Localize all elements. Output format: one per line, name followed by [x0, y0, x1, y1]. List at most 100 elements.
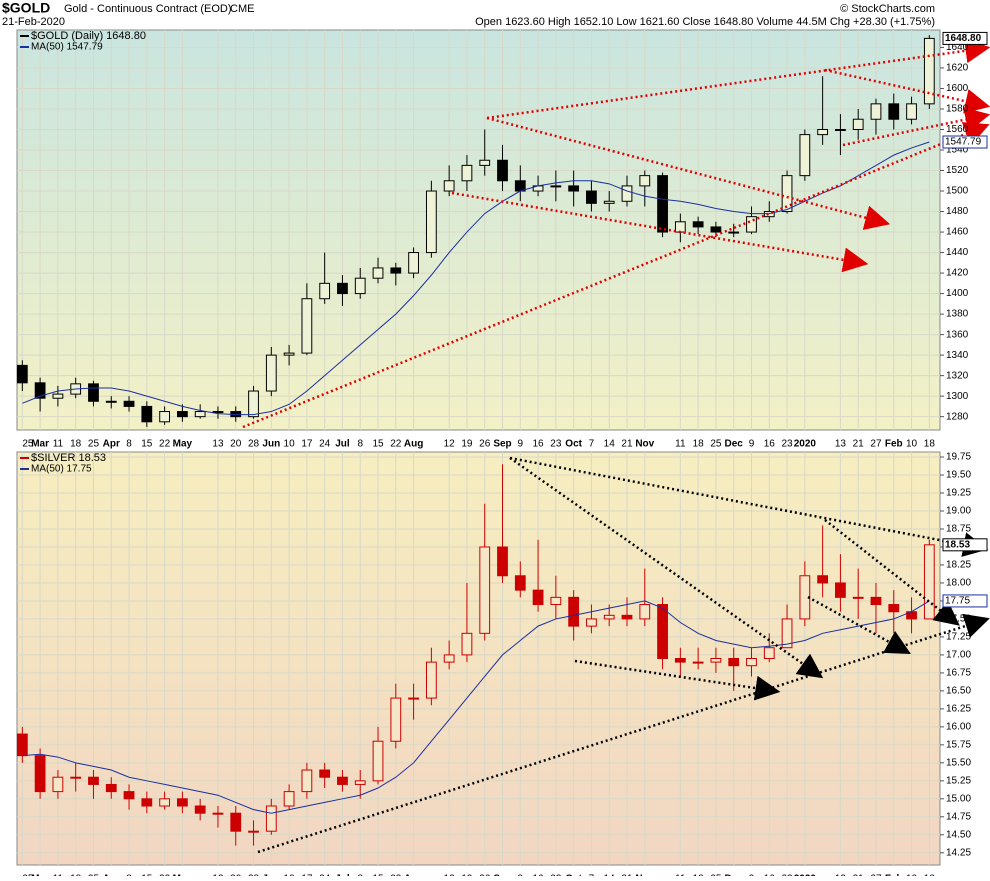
y-tick-label: 1640: [946, 42, 969, 53]
last-ma-label: 17.75: [945, 596, 970, 607]
candle-body: [674, 221, 686, 233]
y-tick-label: 18.25: [946, 560, 971, 571]
candle-body: [586, 618, 597, 627]
y-tick-label: 1340: [946, 350, 969, 361]
trendline: [486, 116, 891, 230]
candle-body: [425, 190, 437, 254]
y-tick-label: 1600: [946, 83, 969, 94]
y-tick-label: 1560: [946, 124, 969, 135]
candle-body: [923, 37, 935, 105]
y-tick-label: 16.50: [946, 686, 971, 697]
legend-label: $SILVER 18.53: [31, 452, 106, 464]
candle-body: [390, 697, 402, 742]
candle-body: [550, 596, 562, 606]
candle-body: [248, 830, 259, 833]
x-tick-label: Aug: [404, 439, 423, 450]
y-tick-label: 19.75: [946, 452, 971, 463]
candle-body: [906, 103, 917, 120]
x-tick-label: Apr: [103, 439, 120, 450]
y-tick-label: 1500: [946, 186, 969, 197]
candle-body: [799, 134, 811, 177]
x-tick-label: 7: [589, 439, 595, 450]
candle-body: [408, 252, 419, 274]
candle-body: [230, 812, 242, 832]
candle-body: [639, 604, 651, 620]
x-tick-label: 26: [479, 439, 491, 450]
x-tick-label: 10: [906, 439, 918, 450]
y-tick-label: 15.75: [946, 739, 971, 750]
y-tick-label: 1400: [946, 288, 969, 299]
candle-body: [550, 185, 562, 188]
trendline: [509, 456, 989, 557]
candle-body: [870, 596, 882, 606]
x-tick-label: 22: [390, 439, 402, 450]
x-tick-label: 8: [357, 439, 363, 450]
candle-body: [194, 805, 206, 814]
y-tick-label: 1460: [946, 227, 969, 238]
candle-body: [443, 180, 455, 192]
candle-body: [586, 190, 597, 204]
x-tick-label: 18: [924, 439, 936, 450]
x-tick-label: 12: [444, 439, 456, 450]
date: 21-Feb-2020: [2, 16, 65, 28]
x-tick-label: 11: [675, 439, 686, 450]
candle-body: [710, 658, 722, 663]
candle-body: [16, 733, 28, 757]
candle-body: [52, 776, 64, 793]
x-tick-label: 2020: [794, 439, 817, 450]
y-tick-label: 15.25: [946, 775, 971, 786]
candle-body: [603, 614, 615, 620]
y-tick-label: 1540: [946, 145, 969, 156]
candle-body: [265, 354, 277, 392]
y-tick-label: 1420: [946, 268, 969, 279]
candle-body: [568, 185, 580, 192]
candle-body: [870, 103, 882, 120]
y-tick-label: 1520: [946, 165, 969, 176]
trendline: [242, 122, 990, 429]
x-tick-label: 9: [518, 439, 524, 450]
x-tick-label: Oct: [565, 439, 582, 450]
y-tick-label: 14.50: [946, 829, 971, 840]
x-tick-label: 9: [749, 439, 755, 450]
x-tick-label: 23: [550, 439, 562, 450]
candle-body: [621, 185, 633, 202]
y-tick-label: 19.25: [946, 488, 971, 499]
description: Gold - Continuous Contract (EOD): [64, 3, 232, 15]
candle-body: [248, 390, 259, 418]
x-tick-label: 23: [781, 439, 793, 450]
candle-body: [337, 776, 348, 785]
x-tick-label: Mar: [31, 439, 49, 450]
last-price-label: 18.53: [945, 539, 970, 550]
candle-body: [621, 614, 633, 620]
candle-body: [746, 658, 757, 667]
x-tick-label: 16: [533, 439, 545, 450]
last-price-box: [942, 31, 988, 45]
candle-body: [354, 780, 366, 785]
y-tick-label: 1360: [946, 329, 969, 340]
panel-silver: [16, 451, 941, 866]
ma-line: [22, 600, 930, 814]
y-tick-label: 17.25: [946, 632, 971, 643]
candle-body: [159, 411, 170, 423]
candle-body: [141, 405, 153, 423]
last-ma-label: 1547.79: [945, 137, 982, 148]
candle-body: [70, 776, 82, 779]
x-tick-label: 15: [372, 439, 384, 450]
legend-label: MA(50) 1547.79: [31, 42, 103, 53]
candle-body: [123, 400, 135, 407]
x-tick-label: 20: [230, 439, 242, 450]
y-tick-label: 1280: [946, 411, 969, 422]
candle-body: [781, 175, 793, 213]
x-tick-label: 11: [53, 439, 64, 450]
candle-body: [123, 791, 135, 800]
y-tick-label: 19.50: [946, 470, 971, 481]
x-tick-label: May: [173, 439, 193, 450]
trendline: [824, 68, 990, 114]
candle-body: [177, 798, 188, 807]
candle-body: [657, 175, 668, 233]
candle-body: [159, 798, 170, 807]
x-tick-label: 19: [461, 439, 473, 450]
x-tick-label: 24: [319, 439, 331, 450]
x-tick-label: 25: [710, 439, 722, 450]
candle-body: [888, 604, 900, 613]
